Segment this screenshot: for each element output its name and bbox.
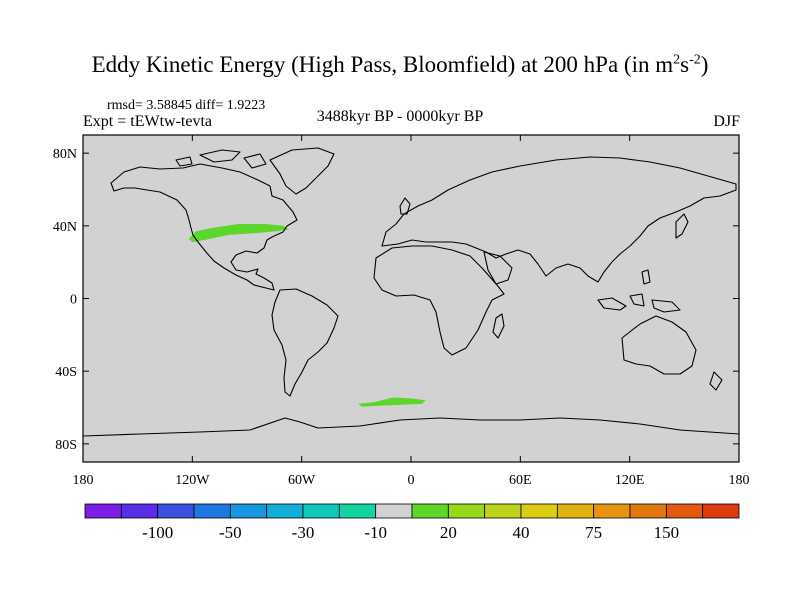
stats-label: rmsd= 3.58845 diff= 1.9223 xyxy=(107,98,266,113)
y-tick-label: 40S xyxy=(55,365,77,380)
colorbar-label: -30 xyxy=(292,523,315,542)
colorbar-label: 75 xyxy=(585,523,602,542)
colorbar-label: 40 xyxy=(513,523,530,542)
experiment-label: Expt = tEWtw-tevta xyxy=(83,113,212,130)
colorbar-swatch xyxy=(702,503,740,519)
colorbar-swatch xyxy=(629,503,667,519)
x-tick-label: 120W xyxy=(175,473,210,488)
colorbar-swatch xyxy=(411,503,449,519)
period-label: 3488kyr BP - 0000kyr BP xyxy=(316,108,484,125)
y-tick-label: 80S xyxy=(55,438,77,453)
colorbar-swatch xyxy=(84,503,122,519)
colorbar-swatch xyxy=(157,503,195,519)
colorbar-swatch xyxy=(375,503,413,519)
x-tick-label: 180 xyxy=(73,473,94,488)
colorbar-swatch xyxy=(484,503,522,519)
coastline-australia xyxy=(621,315,697,375)
coastline-madagascar xyxy=(492,313,505,339)
coastline-greenland xyxy=(269,147,335,195)
y-tick-label: 0 xyxy=(70,293,77,308)
x-tick-label: 120E xyxy=(615,473,645,488)
coastline-japan xyxy=(675,213,689,239)
colorbar-label: -50 xyxy=(219,523,242,542)
colorbar-swatch xyxy=(447,503,486,519)
coastline-north-america xyxy=(110,163,298,291)
map-background xyxy=(83,135,739,462)
colorbar-swatch xyxy=(520,503,558,519)
x-tick-label: 60W xyxy=(288,473,316,488)
coastline-new-zealand xyxy=(709,371,723,391)
north-america-anomaly xyxy=(188,224,289,243)
colorbar-swatch xyxy=(120,503,159,519)
y-tick-label: 80N xyxy=(53,147,77,162)
coastline-indonesia xyxy=(597,269,681,313)
coastlines xyxy=(82,147,740,437)
colorbar-label: -10 xyxy=(364,523,387,542)
coastline-africa xyxy=(373,245,505,356)
colorbar-swatch xyxy=(229,503,268,519)
x-tick-label: 180 xyxy=(729,473,750,488)
colorbar-swatch xyxy=(556,503,595,519)
coastline-britain xyxy=(399,197,411,215)
coastline-arctic-islands xyxy=(175,149,267,169)
y-tick-label: 40N xyxy=(53,220,77,235)
colorbar-swatch xyxy=(266,503,304,519)
coastline-south-america xyxy=(271,288,339,397)
colorbar-label: 150 xyxy=(654,523,680,542)
southern-ocean-anomaly xyxy=(358,397,426,407)
colorbar-swatch xyxy=(338,503,377,519)
colorbar-swatch xyxy=(193,503,231,519)
colorbar-label: 20 xyxy=(440,523,457,542)
season-label: DJF xyxy=(713,113,740,130)
coastline-arabia xyxy=(483,251,513,285)
x-tick-label: 0 xyxy=(408,473,415,488)
colorbar-swatch xyxy=(593,503,631,519)
colorbar-swatch xyxy=(302,503,340,519)
coastline-antarctica xyxy=(82,417,740,437)
colorbar-swatch xyxy=(665,503,704,519)
colorbar-label: -100 xyxy=(142,523,173,542)
chart-title: Eddy Kinetic Energy (High Pass, Bloomfie… xyxy=(91,52,709,77)
x-tick-label: 60E xyxy=(509,473,532,488)
